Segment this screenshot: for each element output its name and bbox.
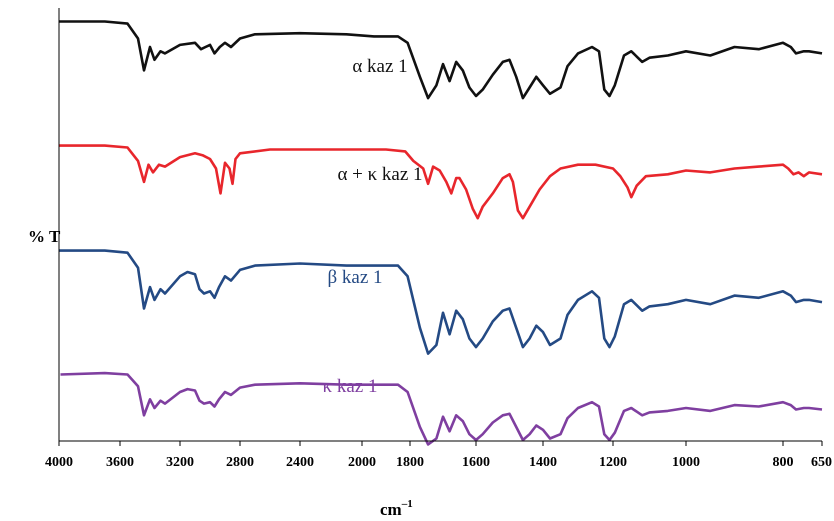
x-axis: 4000 3600 3200 2800 2400 2000 1800 1600 1400 1200… xyxy=(45,8,832,470)
x-tick-label: 2800 xyxy=(226,455,254,470)
series-line-1 xyxy=(59,20,823,100)
x-axis-label: cm–1 xyxy=(380,498,413,519)
y-axis-label: % T xyxy=(28,227,61,246)
x-tick-label: 800 xyxy=(773,455,794,470)
x-axis-label-unit: cm xyxy=(380,500,402,519)
x-tick-label: 2000 xyxy=(348,455,376,470)
series-labels: α kaz 1 α + κ kaz 1 β kaz 1 κ kaz 1 xyxy=(323,56,423,397)
x-tick-label: 1000 xyxy=(672,455,700,470)
series-label-4: κ kaz 1 xyxy=(323,376,378,397)
x-tick-label: 1400 xyxy=(529,455,557,470)
x-tick-label: 2400 xyxy=(286,455,314,470)
x-tick-label: 1600 xyxy=(462,455,490,470)
series-line-4 xyxy=(60,371,823,446)
x-axis-label-superscript: –1 xyxy=(401,498,413,510)
spectra-curves xyxy=(59,20,823,446)
series-label-1: α kaz 1 xyxy=(352,56,407,77)
x-tick-label: 3600 xyxy=(106,455,134,470)
series-label-3: β kaz 1 xyxy=(327,267,382,288)
x-tick-label: 3200 xyxy=(166,455,194,470)
series-line-2 xyxy=(59,144,823,220)
x-tick-label: 4000 xyxy=(45,455,73,470)
series-line-3 xyxy=(59,249,823,355)
x-tick-label: 1200 xyxy=(599,455,627,470)
x-tick-label: 650 xyxy=(811,455,832,470)
x-tick-label: 1800 xyxy=(396,455,424,470)
series-label-2: α + κ kaz 1 xyxy=(337,164,422,185)
x-axis-ticks: 4000 3600 3200 2800 2400 2000 1800 1600 1400 1200… xyxy=(45,441,832,470)
